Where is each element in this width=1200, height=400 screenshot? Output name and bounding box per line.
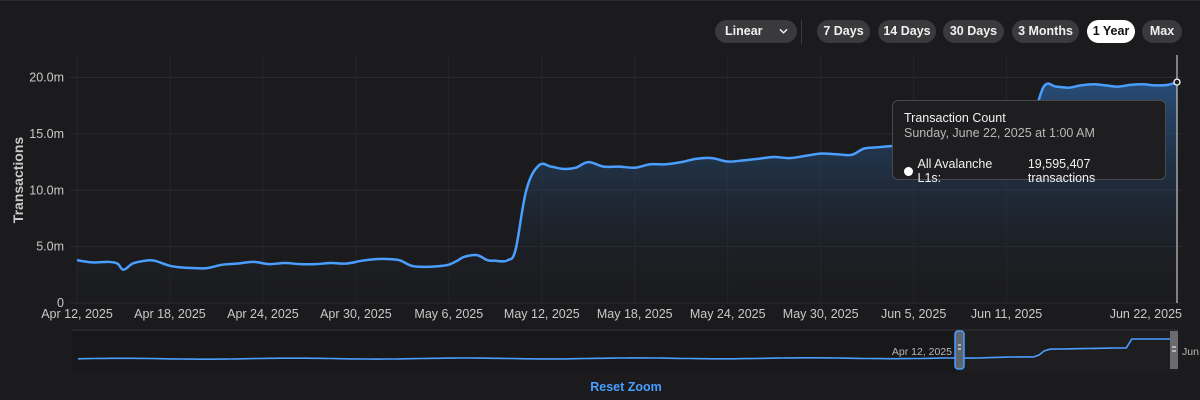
x-tick-label: May 12, 2025 <box>504 307 580 321</box>
transaction-count-chart[interactable]: 0 5.0m 10.0m 15.0m 20.0m Apr 12, 2025 Apr 18,… <box>0 50 1200 325</box>
toolbar-separator <box>801 20 802 44</box>
y-tick-label: 20.0m <box>29 71 64 85</box>
top-divider <box>0 0 1200 1</box>
tooltip-date: Sunday, June 22, 2025 at 1:00 AM <box>904 126 1095 140</box>
tooltip-series-row: All Avalanche L1s: 19,595,407 transactio… <box>904 157 1154 185</box>
range-3-months-button[interactable]: 3 Months <box>1012 20 1079 43</box>
y-tick-label: 0 <box>57 296 64 310</box>
x-tick-label: May 30, 2025 <box>783 307 859 321</box>
chart-toolbar: Linear 7 Days 14 Days 30 Days 3 Months 1… <box>0 20 1200 44</box>
y-tick-label: 15.0m <box>29 127 64 141</box>
chevron-down-icon <box>779 28 788 34</box>
y-tick-label: 5.0m <box>36 240 64 254</box>
x-tick-label: Jun 22, 2025 <box>1110 307 1182 321</box>
reset-zoom-button[interactable]: Reset Zoom <box>590 380 662 394</box>
navigator-series-line <box>77 338 1170 360</box>
y-tick-label: 10.0m <box>29 183 64 197</box>
range-30-days-button[interactable]: 30 Days <box>943 20 1004 43</box>
x-tick-label: Apr 12, 2025 <box>41 307 113 321</box>
range-7-days-button[interactable]: 7 Days <box>817 20 870 43</box>
hover-point-marker <box>1173 78 1181 86</box>
navigator-unselected-region <box>72 330 960 372</box>
x-tick-label: Apr 30, 2025 <box>320 307 392 321</box>
navigator-left-handle[interactable] <box>954 330 965 370</box>
x-tick-label: Jun 11, 2025 <box>971 307 1042 321</box>
x-tick-label: Apr 18, 2025 <box>134 307 206 321</box>
series-dot-icon <box>904 166 913 176</box>
tooltip-series-name: All Avalanche L1s: <box>917 157 993 185</box>
tooltip-series-value: 19,595,407 transactions <box>1027 157 1096 185</box>
navigator-end-label: Jun <box>1182 346 1199 358</box>
chart-tooltip: Transaction Count Sunday, June 22, 2025 … <box>892 100 1166 185</box>
y-axis-title: Transactions <box>10 137 26 224</box>
x-axis-ticks: Apr 12, 2025 Apr 18, 2025 Apr 24, 2025 Apr … <box>41 307 1182 321</box>
x-tick-label: Apr 24, 2025 <box>227 307 299 321</box>
scale-select-label: Linear <box>725 24 763 38</box>
x-tick-label: May 6, 2025 <box>414 307 483 321</box>
x-tick-label: May 24, 2025 <box>690 307 766 321</box>
x-tick-label: May 18, 2025 <box>597 307 673 321</box>
range-14-days-button[interactable]: 14 Days <box>878 20 936 43</box>
tooltip-title: Transaction Count <box>904 111 1006 125</box>
x-tick-label: Jun 5, 2025 <box>881 307 946 321</box>
range-navigator[interactable]: Apr 12, 2025 Jun <box>0 325 1200 375</box>
navigator-start-label: Apr 12, 2025 <box>892 346 952 358</box>
y-axis-ticks: 0 5.0m 10.0m 15.0m 20.0m <box>29 71 64 310</box>
range-1-year-button[interactable]: 1 Year <box>1087 20 1135 43</box>
navigator-right-handle[interactable] <box>1170 331 1178 369</box>
series-area-all-avalanche-l1s <box>77 82 1177 303</box>
scale-select[interactable]: Linear <box>715 20 797 43</box>
range-max-button[interactable]: Max <box>1142 20 1182 43</box>
